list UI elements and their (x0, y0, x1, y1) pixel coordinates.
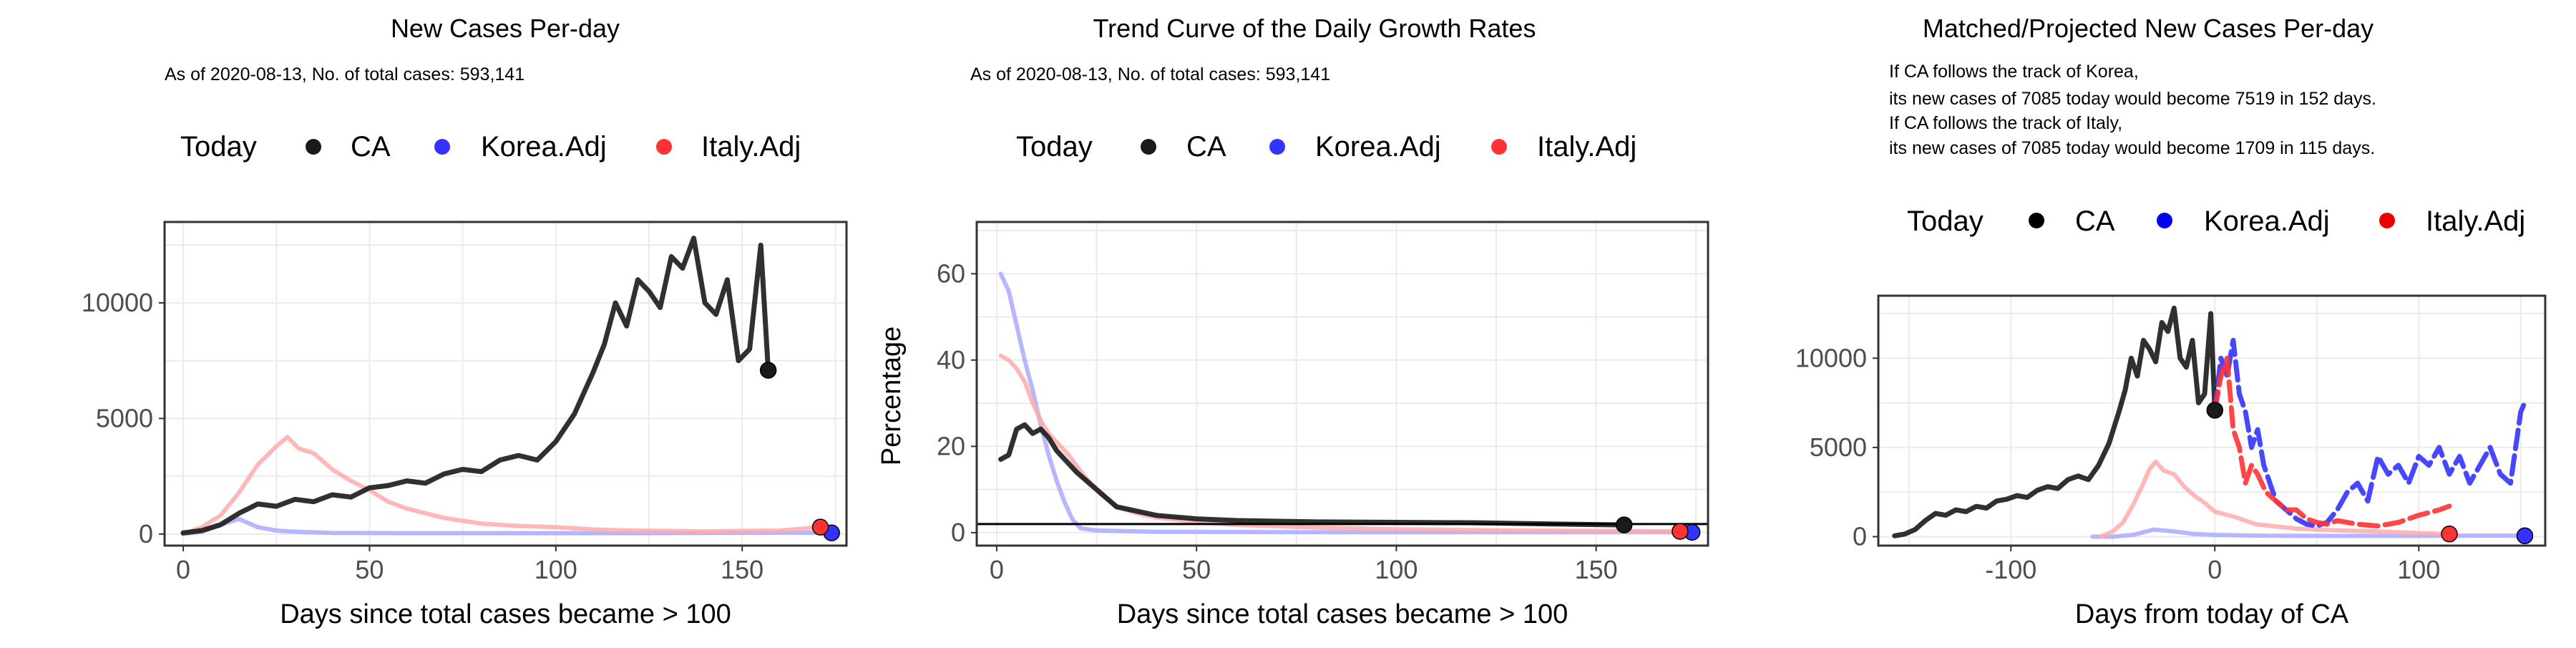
panel-subtitle-line: If CA follows the track of Korea, (1889, 62, 2139, 82)
series-line-korea-adj-faint (2090, 527, 2527, 539)
today-point-ca (759, 362, 777, 379)
series-line-korea-adj-dashed (2212, 337, 2527, 529)
plot-background (977, 222, 1708, 546)
panel-new-cases: New Cases Per-day As of 2020-08-13, No. … (82, 14, 848, 629)
plot-growth-rates: 0 50 100 150 0 20 40 60 Days since total cases b… (937, 221, 1709, 629)
y-tick-label: 10000 (1795, 343, 1867, 372)
series-line-ca-solid (1892, 305, 2218, 538)
legend-title: Today (180, 131, 257, 163)
x-tick-label: -100 (1985, 555, 2036, 584)
x-tick-label: 100 (535, 555, 577, 584)
plot-border (975, 221, 1709, 547)
legend-label-ca: CA (2075, 205, 2115, 237)
y-tick-label: 40 (937, 345, 965, 374)
series-line-italy-adj-faint (2098, 459, 2451, 539)
x-tick-label: 0 (176, 555, 190, 584)
y-axis-label: Percentage (877, 327, 907, 465)
x-tick-label: 150 (721, 555, 763, 584)
legend-key-italy (1491, 139, 1507, 155)
x-tick-label: 100 (1375, 555, 1418, 584)
series-layer (180, 236, 834, 536)
panel-subtitle-line: its new cases of 7085 today would become… (1889, 89, 2376, 109)
series-line-italy-adj-dashed (2212, 355, 2452, 529)
series-layer (977, 271, 1708, 535)
y-tick-label: 20 (937, 431, 965, 460)
legend-key-korea (1269, 139, 1285, 155)
x-axis-label: Days from today of CA (2075, 599, 2349, 629)
plot-background (165, 222, 847, 546)
legend-key-korea (434, 139, 450, 155)
panel-title: Trend Curve of the Daily Growth Rates (1093, 14, 1536, 43)
panel-subtitle-line: its new cases of 7085 today would become… (1889, 138, 2375, 158)
plot-new-cases: 0 50 100 150 0 5000 10000 Days since total case… (82, 221, 848, 629)
series-line-ca-solid (998, 422, 1627, 528)
series-line-korea-adj-faint (998, 271, 1694, 535)
today-point-italy-adj (1672, 523, 1689, 540)
x-tick-label: 100 (2397, 555, 2440, 584)
series-line-ca-solid (180, 236, 771, 536)
legend-title: Today (1907, 205, 1984, 237)
legend-key-korea (2157, 213, 2172, 228)
legend-label-korea: Korea.Adj (481, 131, 607, 163)
y-tick-label: 10000 (82, 288, 153, 317)
today-point-ca (1615, 516, 1633, 533)
plot-projected: -100 0 100 0 5000 10000 Days from today of CA (1795, 294, 2547, 629)
series-layer (1892, 305, 2527, 539)
legend-label-italy: Italy.Adj (1537, 131, 1636, 163)
legend: Today CA Korea.Adj Italy.Adj (180, 131, 801, 163)
x-tick-label: 150 (1575, 555, 1618, 584)
panel-projected: Matched/Projected New Cases Per-day If C… (1795, 14, 2547, 629)
x-tick-label: 0 (2207, 555, 2222, 584)
y-tick-label: 60 (937, 258, 965, 288)
panel-subtitle: As of 2020-08-13, No. of total cases: 59… (970, 64, 1330, 84)
y-tick-label: 5000 (96, 403, 153, 432)
today-point-korea-adj (2516, 527, 2534, 545)
today-point-italy-adj (2441, 526, 2458, 543)
panel-title: Matched/Projected New Cases Per-day (1923, 14, 2373, 43)
x-tick-label: 50 (355, 555, 384, 584)
legend-title: Today (1016, 131, 1093, 163)
panel-title: New Cases Per-day (391, 14, 620, 43)
panel-subtitle: As of 2020-08-13, No. of total cases: 59… (165, 64, 525, 84)
legend-key-italy (2379, 213, 2395, 228)
legend-label-korea: Korea.Adj (1315, 131, 1441, 163)
legend: Today CA Korea.Adj Italy.Adj (1016, 131, 1636, 163)
y-tick-label: 0 (951, 518, 965, 547)
legend-label-italy: Italy.Adj (2426, 205, 2525, 237)
y-tick-label: 5000 (1810, 432, 1867, 462)
legend-key-ca (1141, 139, 1156, 155)
legend-key-italy (656, 139, 672, 155)
panel-subtitle-line: If CA follows the track of Italy, (1889, 113, 2122, 133)
x-axis-label: Days since total cases became > 100 (280, 599, 731, 629)
plot-border (163, 221, 848, 547)
plot-border (1877, 294, 2547, 547)
x-axis-label: Days since total cases became > 100 (1117, 599, 1568, 629)
legend-key-ca (306, 139, 321, 155)
legend-label-italy: Italy.Adj (701, 131, 801, 163)
today-point-italy-adj (811, 518, 829, 536)
y-tick-label: 0 (139, 519, 153, 548)
legend-key-ca (2029, 213, 2044, 228)
x-tick-label: 0 (990, 555, 1004, 584)
today-point-ca (2206, 402, 2224, 419)
legend-label-ca: CA (1186, 131, 1226, 163)
legend: Today CA Korea.Adj Italy.Adj (1907, 205, 2525, 237)
x-tick-label: 50 (1182, 555, 1211, 584)
legend-label-ca: CA (351, 131, 391, 163)
y-tick-label: 0 (1853, 522, 1867, 551)
legend-label-korea: Korea.Adj (2204, 205, 2330, 237)
panel-growth-rates: Trend Curve of the Daily Growth Rates As… (877, 14, 1709, 629)
